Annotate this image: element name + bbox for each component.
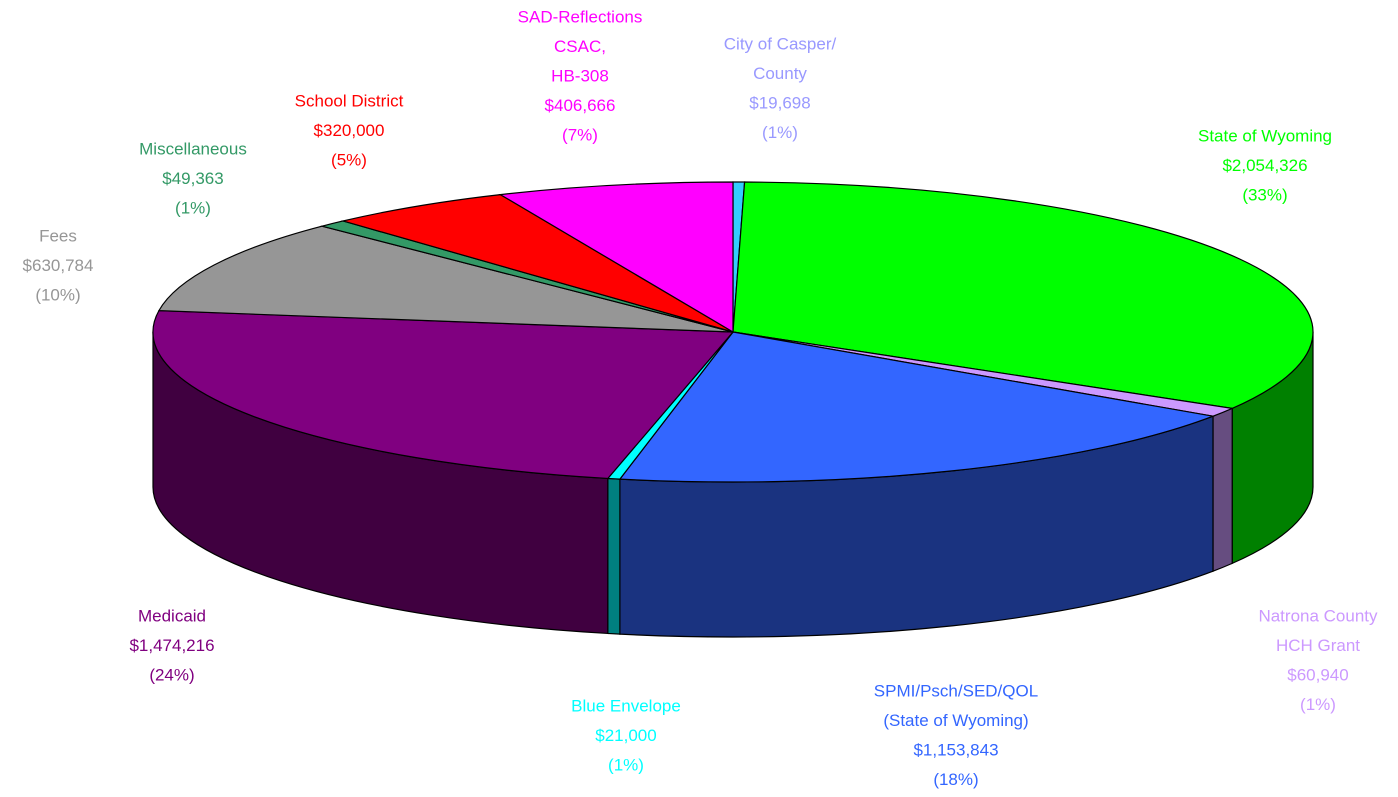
- value-label: $2,054,326: [1222, 156, 1307, 175]
- value-label: $320,000: [314, 121, 385, 140]
- slice-label: SPMI/Psch/SED/QOL: [874, 681, 1038, 700]
- slice-side: [1212, 407, 1233, 573]
- slice: [498, 181, 734, 334]
- slice-side: [607, 477, 621, 635]
- slice: [157, 225, 734, 333]
- slice-label: City of Casper/: [724, 34, 837, 53]
- value-label: $630,784: [23, 256, 94, 275]
- slice: [152, 310, 735, 480]
- slice-label: County: [753, 64, 807, 83]
- value-label: $19,698: [749, 93, 810, 112]
- slice-label: State of Wyoming: [1198, 126, 1332, 145]
- value-label: $49,363: [162, 169, 223, 188]
- percent-label: (7%): [562, 125, 598, 144]
- slice-label: Miscellaneous: [139, 139, 247, 158]
- slice-label: (State of Wyoming): [883, 711, 1028, 730]
- value-label: $406,666: [545, 96, 616, 115]
- slice-label: SAD-Reflections: [518, 7, 643, 26]
- slice: [618, 331, 1216, 483]
- slice: [340, 193, 734, 333]
- percent-label: (33%): [1242, 185, 1287, 204]
- percent-label: (24%): [149, 665, 194, 684]
- value-label: $1,153,843: [913, 740, 998, 759]
- percent-label: (1%): [175, 198, 211, 217]
- percent-label: (5%): [331, 150, 367, 169]
- value-label: $21,000: [595, 726, 656, 745]
- slice-label: Medicaid: [138, 606, 206, 625]
- percent-label: (1%): [1300, 695, 1336, 714]
- percent-label: (1%): [608, 755, 644, 774]
- slice-label: CSAC,: [554, 37, 606, 56]
- slice-label: Blue Envelope: [571, 696, 681, 715]
- value-label: $60,940: [1287, 665, 1348, 684]
- value-label: $1,474,216: [129, 636, 214, 655]
- slice-label: Fees: [39, 226, 77, 245]
- slice-label: Natrona County: [1258, 606, 1378, 625]
- slice-label: HCH Grant: [1276, 636, 1360, 655]
- slice-label: School District: [295, 91, 404, 110]
- slice-label: HB-308: [551, 66, 609, 85]
- percent-label: (1%): [762, 123, 798, 142]
- percent-label: (18%): [933, 770, 978, 789]
- slice: [732, 181, 1314, 409]
- percent-label: (10%): [35, 285, 80, 304]
